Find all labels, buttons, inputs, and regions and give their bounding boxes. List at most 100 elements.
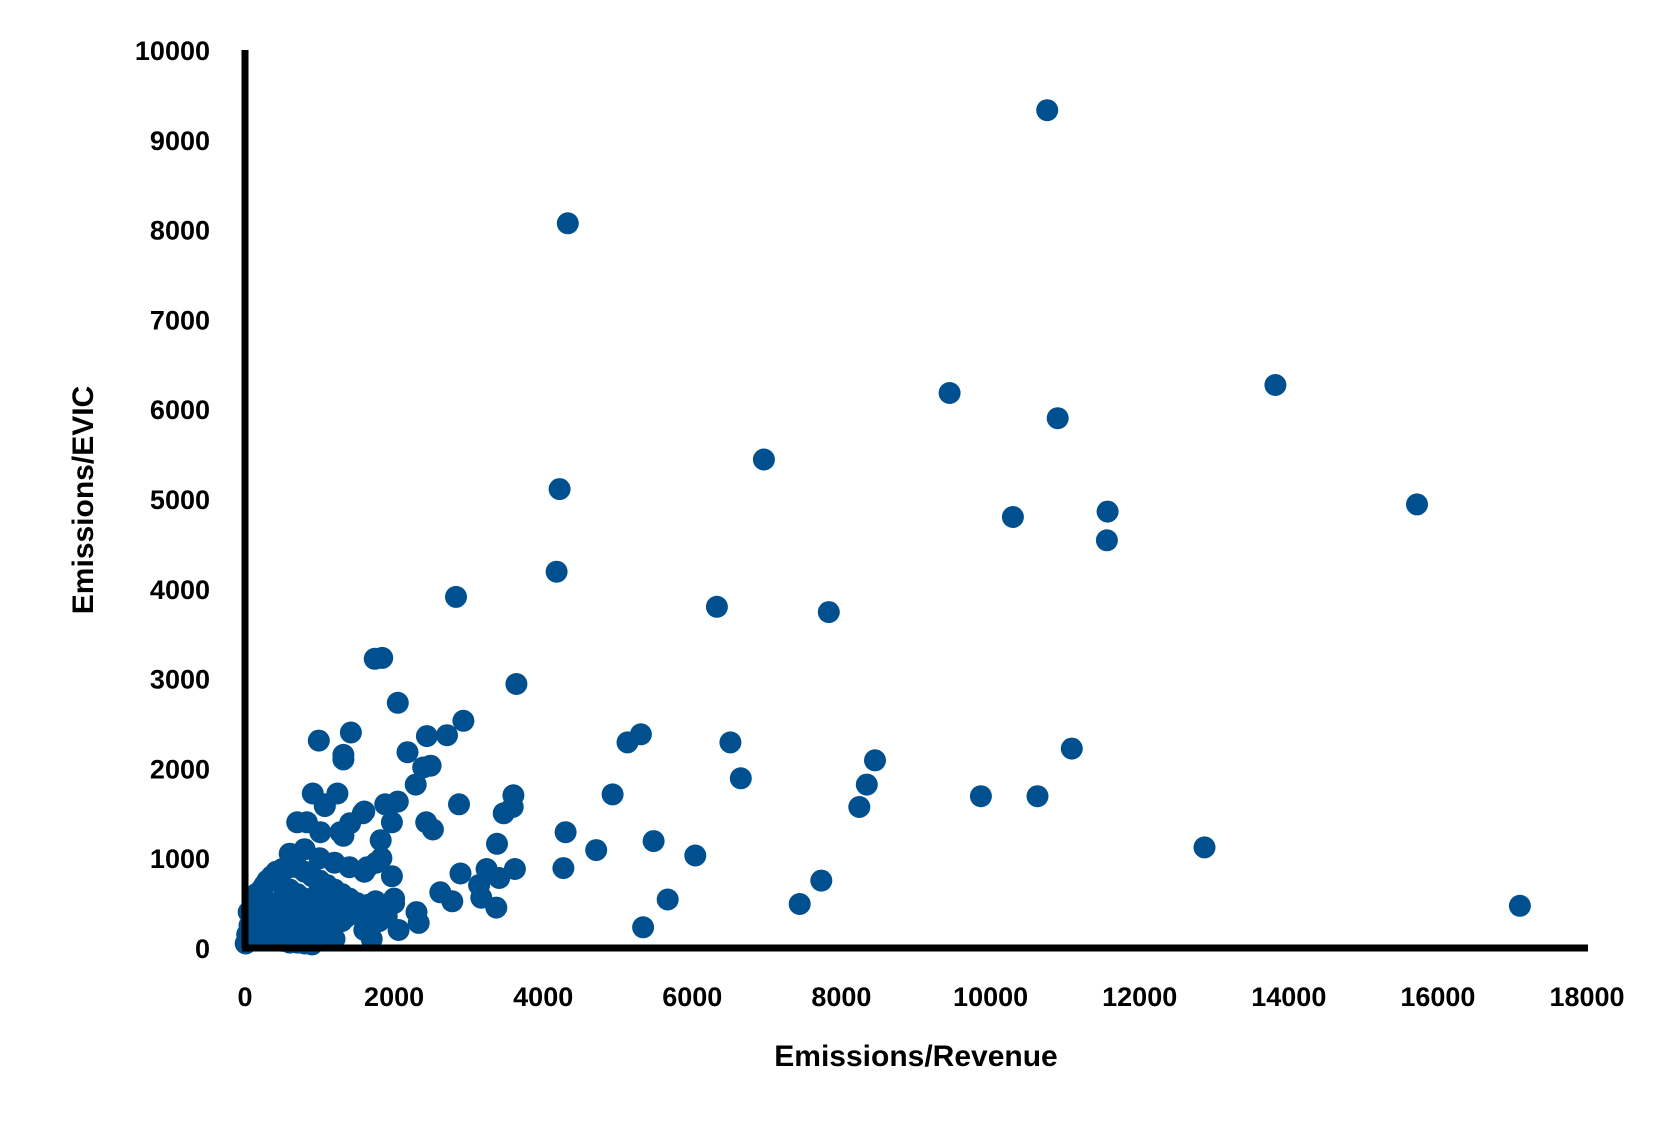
data-point	[332, 748, 355, 771]
data-point	[374, 793, 397, 816]
data-point	[313, 793, 336, 816]
data-point	[719, 731, 742, 754]
data-point	[415, 725, 438, 748]
data-point	[370, 847, 393, 870]
y-tick-label: 5000	[150, 485, 210, 515]
data-point	[1026, 785, 1049, 808]
y-tick-label: 0	[195, 934, 210, 964]
data-point	[969, 785, 992, 808]
data-point	[505, 673, 528, 695]
data-point	[404, 773, 427, 796]
x-tick-label: 8000	[811, 982, 871, 1012]
data-point	[295, 811, 318, 834]
data-point	[545, 560, 568, 583]
data-point	[492, 802, 515, 825]
data-point	[817, 601, 840, 624]
data-point	[1095, 529, 1118, 552]
data-point	[752, 448, 775, 471]
data-point	[353, 860, 376, 883]
data-point	[1264, 374, 1287, 396]
x-tick-label: 2000	[364, 982, 424, 1012]
data-point	[332, 824, 355, 847]
data-point	[445, 585, 467, 608]
y-tick-label: 10000	[135, 36, 210, 66]
y-tick-label: 4000	[150, 575, 210, 605]
data-point	[864, 749, 886, 772]
data-point	[1060, 737, 1083, 760]
data-point	[632, 916, 655, 939]
x-tick-label: 16000	[1400, 982, 1475, 1012]
x-tick-label: 6000	[662, 982, 722, 1012]
data-point	[334, 906, 357, 929]
data-point	[1193, 836, 1216, 859]
data-point	[308, 878, 331, 901]
x-tick-label: 18000	[1549, 982, 1624, 1012]
data-point	[436, 724, 458, 747]
data-point	[448, 793, 470, 816]
x-tick-label: 4000	[513, 982, 573, 1012]
data-point	[684, 844, 707, 867]
data-point	[289, 910, 312, 933]
x-tick-label: 10000	[953, 982, 1028, 1012]
data-point	[386, 691, 409, 714]
data-point	[339, 721, 362, 744]
data-point	[554, 821, 577, 844]
data-point	[405, 901, 428, 924]
data-point	[938, 382, 961, 404]
data-point	[1036, 99, 1059, 122]
data-point	[369, 829, 392, 852]
data-points	[234, 99, 1531, 956]
data-point	[788, 893, 811, 915]
y-tick-label: 9000	[150, 126, 210, 156]
y-tick-label: 3000	[150, 665, 210, 695]
data-point	[396, 741, 419, 764]
data-point	[855, 773, 878, 796]
y-tick-label: 8000	[150, 216, 210, 246]
data-point	[585, 839, 608, 862]
x-tick-label: 0	[237, 982, 252, 1012]
data-point	[441, 890, 464, 913]
data-point	[601, 783, 624, 806]
data-point	[642, 830, 665, 853]
data-point	[485, 896, 508, 919]
y-tick-labels: 0 1000 2000 3000 4000 5000 6000 7000 8000 9000 100…	[135, 36, 210, 964]
data-point	[415, 811, 438, 834]
y-axis-title: Emissions/EVIC	[67, 386, 100, 614]
y-tick-label: 1000	[150, 844, 210, 874]
data-point	[705, 595, 728, 618]
x-tick-label: 12000	[1102, 982, 1177, 1012]
x-tick-label: 14000	[1251, 982, 1326, 1012]
data-point	[351, 802, 374, 825]
data-point	[380, 865, 403, 888]
data-point	[486, 832, 508, 855]
data-point	[301, 933, 324, 956]
data-point	[412, 756, 435, 779]
data-point	[307, 729, 330, 752]
data-point	[371, 646, 394, 669]
data-point	[848, 796, 871, 818]
data-point	[383, 887, 406, 910]
data-point	[656, 888, 679, 911]
data-point	[1046, 407, 1069, 430]
data-point	[616, 731, 639, 754]
data-point	[729, 767, 752, 790]
data-point	[1096, 500, 1119, 523]
y-tick-label: 7000	[150, 305, 210, 335]
data-point	[548, 478, 571, 501]
data-point	[1406, 493, 1428, 516]
data-point	[449, 862, 472, 885]
data-point	[380, 811, 403, 834]
data-point	[267, 919, 290, 941]
data-point	[552, 857, 575, 880]
data-point	[468, 874, 491, 897]
x-axis-title: Emissions/Revenue	[774, 1040, 1057, 1073]
x-tick-labels: 0 2000 4000 6000 8000 10000 12000 14000 16000 180…	[237, 982, 1624, 1012]
data-point	[556, 212, 579, 235]
data-point	[503, 858, 526, 880]
y-tick-label: 6000	[150, 395, 210, 425]
data-point	[502, 784, 525, 807]
data-point	[1001, 506, 1024, 528]
y-tick-label: 2000	[150, 754, 210, 784]
